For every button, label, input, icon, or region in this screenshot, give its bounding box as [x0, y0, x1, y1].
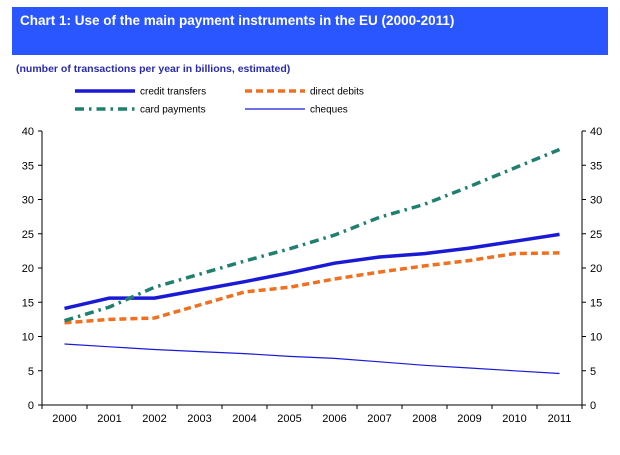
chart-series: [63, 147, 561, 375]
y-tick-label-right: 5: [590, 366, 596, 378]
y-tick-label-right: 0: [590, 400, 596, 412]
x-tick-label: 2008: [412, 413, 436, 425]
y-tick-label-left: 25: [22, 229, 34, 241]
x-tick-label: 2003: [187, 413, 211, 425]
y-tick-label-right: 35: [590, 160, 602, 172]
legend-label-cheques: cheques: [310, 105, 348, 116]
chart-subtitle: (number of transactions per year in bill…: [16, 63, 291, 75]
series-line-cheques: [64, 343, 560, 375]
y-tick-label-left: 40: [22, 126, 34, 138]
y-tick-label-left: 30: [22, 195, 34, 207]
series-line-card-payments: [63, 147, 561, 323]
y-tick-label-left: 35: [22, 160, 34, 172]
legend-label-direct-debits: direct debits: [310, 87, 364, 98]
x-tick-label: 2004: [232, 413, 256, 425]
chart-axes: 0 0 5 5 10 10 15 15 20 20 25 25 30 30 35 35 40 40 2000 2001…: [22, 126, 603, 425]
legend-label-card-payments: card payments: [140, 105, 206, 116]
y-tick-label-left: 0: [28, 400, 34, 412]
chart-title-bar: Chart 1: Use of the main payment instrum…: [12, 7, 608, 55]
y-tick-label-left: 15: [22, 297, 34, 309]
y-tick-label-right: 30: [590, 195, 602, 207]
chart-title: Chart 1: Use of the main payment instrum…: [20, 13, 455, 28]
legend-label-credit-transfers: credit transfers: [140, 87, 206, 98]
y-tick-label-left: 20: [22, 263, 34, 275]
x-tick-label: 2005: [277, 413, 301, 425]
y-tick-label-right: 40: [590, 126, 602, 138]
x-tick-label: 2009: [457, 413, 481, 425]
x-tick-label: 2000: [52, 413, 76, 425]
series-line-direct-debits: [64, 251, 560, 325]
y-tick-label-right: 15: [590, 297, 602, 309]
y-tick-label-right: 20: [590, 263, 602, 275]
x-tick-label: 2006: [322, 413, 346, 425]
y-tick-label-left: 5: [28, 366, 34, 378]
x-tick-label: 2011: [548, 413, 572, 425]
y-tick-label-right: 25: [590, 229, 602, 241]
legend: credit transfers direct debits card paymen…: [75, 87, 364, 116]
series-line-credit-transfers: [64, 232, 560, 311]
x-tick-label: 2001: [97, 413, 121, 425]
x-tick-label: 2002: [142, 413, 166, 425]
y-tick-label-left: 10: [22, 332, 34, 344]
x-tick-label: 2010: [502, 413, 526, 425]
y-tick-label-right: 10: [590, 332, 602, 344]
x-tick-label: 2007: [367, 413, 391, 425]
